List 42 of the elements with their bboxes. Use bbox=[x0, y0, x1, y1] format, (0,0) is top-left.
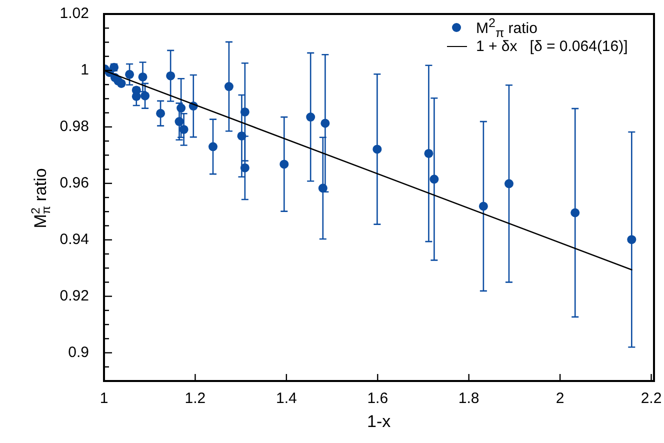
point bbox=[240, 163, 250, 172]
x-tick-label: 1.2 bbox=[184, 390, 206, 408]
point bbox=[504, 179, 514, 188]
point bbox=[224, 82, 234, 92]
point bbox=[430, 174, 439, 184]
point bbox=[138, 72, 148, 82]
point bbox=[208, 142, 218, 152]
point bbox=[156, 108, 166, 118]
y-tick-label: 1 bbox=[80, 62, 89, 79]
point bbox=[627, 235, 636, 244]
y-tick-label: 0.94 bbox=[60, 230, 89, 248]
legend-label: 1 + δx [δ = 0.064(16)] bbox=[476, 38, 628, 55]
point bbox=[372, 144, 382, 154]
x-tick-label: 2 bbox=[556, 390, 564, 408]
x-tick-label: 1.4 bbox=[276, 390, 297, 408]
x-tick-label: 1.8 bbox=[458, 390, 480, 408]
y-tick-label: 0.96 bbox=[60, 174, 89, 192]
point bbox=[174, 117, 184, 126]
point bbox=[179, 124, 188, 134]
point bbox=[140, 91, 150, 100]
point bbox=[166, 71, 176, 80]
point bbox=[237, 131, 246, 140]
point bbox=[125, 70, 134, 79]
point bbox=[320, 118, 330, 128]
point bbox=[478, 202, 488, 211]
point bbox=[424, 148, 434, 158]
y-tick-label: 1.02 bbox=[60, 5, 89, 22]
point bbox=[280, 160, 289, 169]
point bbox=[570, 208, 580, 218]
y-tick-label: 0.9 bbox=[68, 344, 89, 361]
x-tick-label: 1.6 bbox=[367, 390, 388, 408]
point bbox=[116, 78, 126, 88]
point bbox=[240, 107, 250, 116]
y-tick-label: 0.98 bbox=[60, 118, 89, 136]
point bbox=[318, 184, 328, 193]
point bbox=[176, 104, 186, 113]
point bbox=[306, 112, 316, 122]
y-tick-label: 0.92 bbox=[60, 287, 89, 304]
legend-label: M$^{2}$$_{π}$ ratio bbox=[476, 16, 538, 40]
x-tick-label: 1 bbox=[100, 390, 108, 408]
x-axis-title: 1-x bbox=[367, 412, 391, 432]
x-tick-label: 2.2 bbox=[640, 390, 662, 408]
